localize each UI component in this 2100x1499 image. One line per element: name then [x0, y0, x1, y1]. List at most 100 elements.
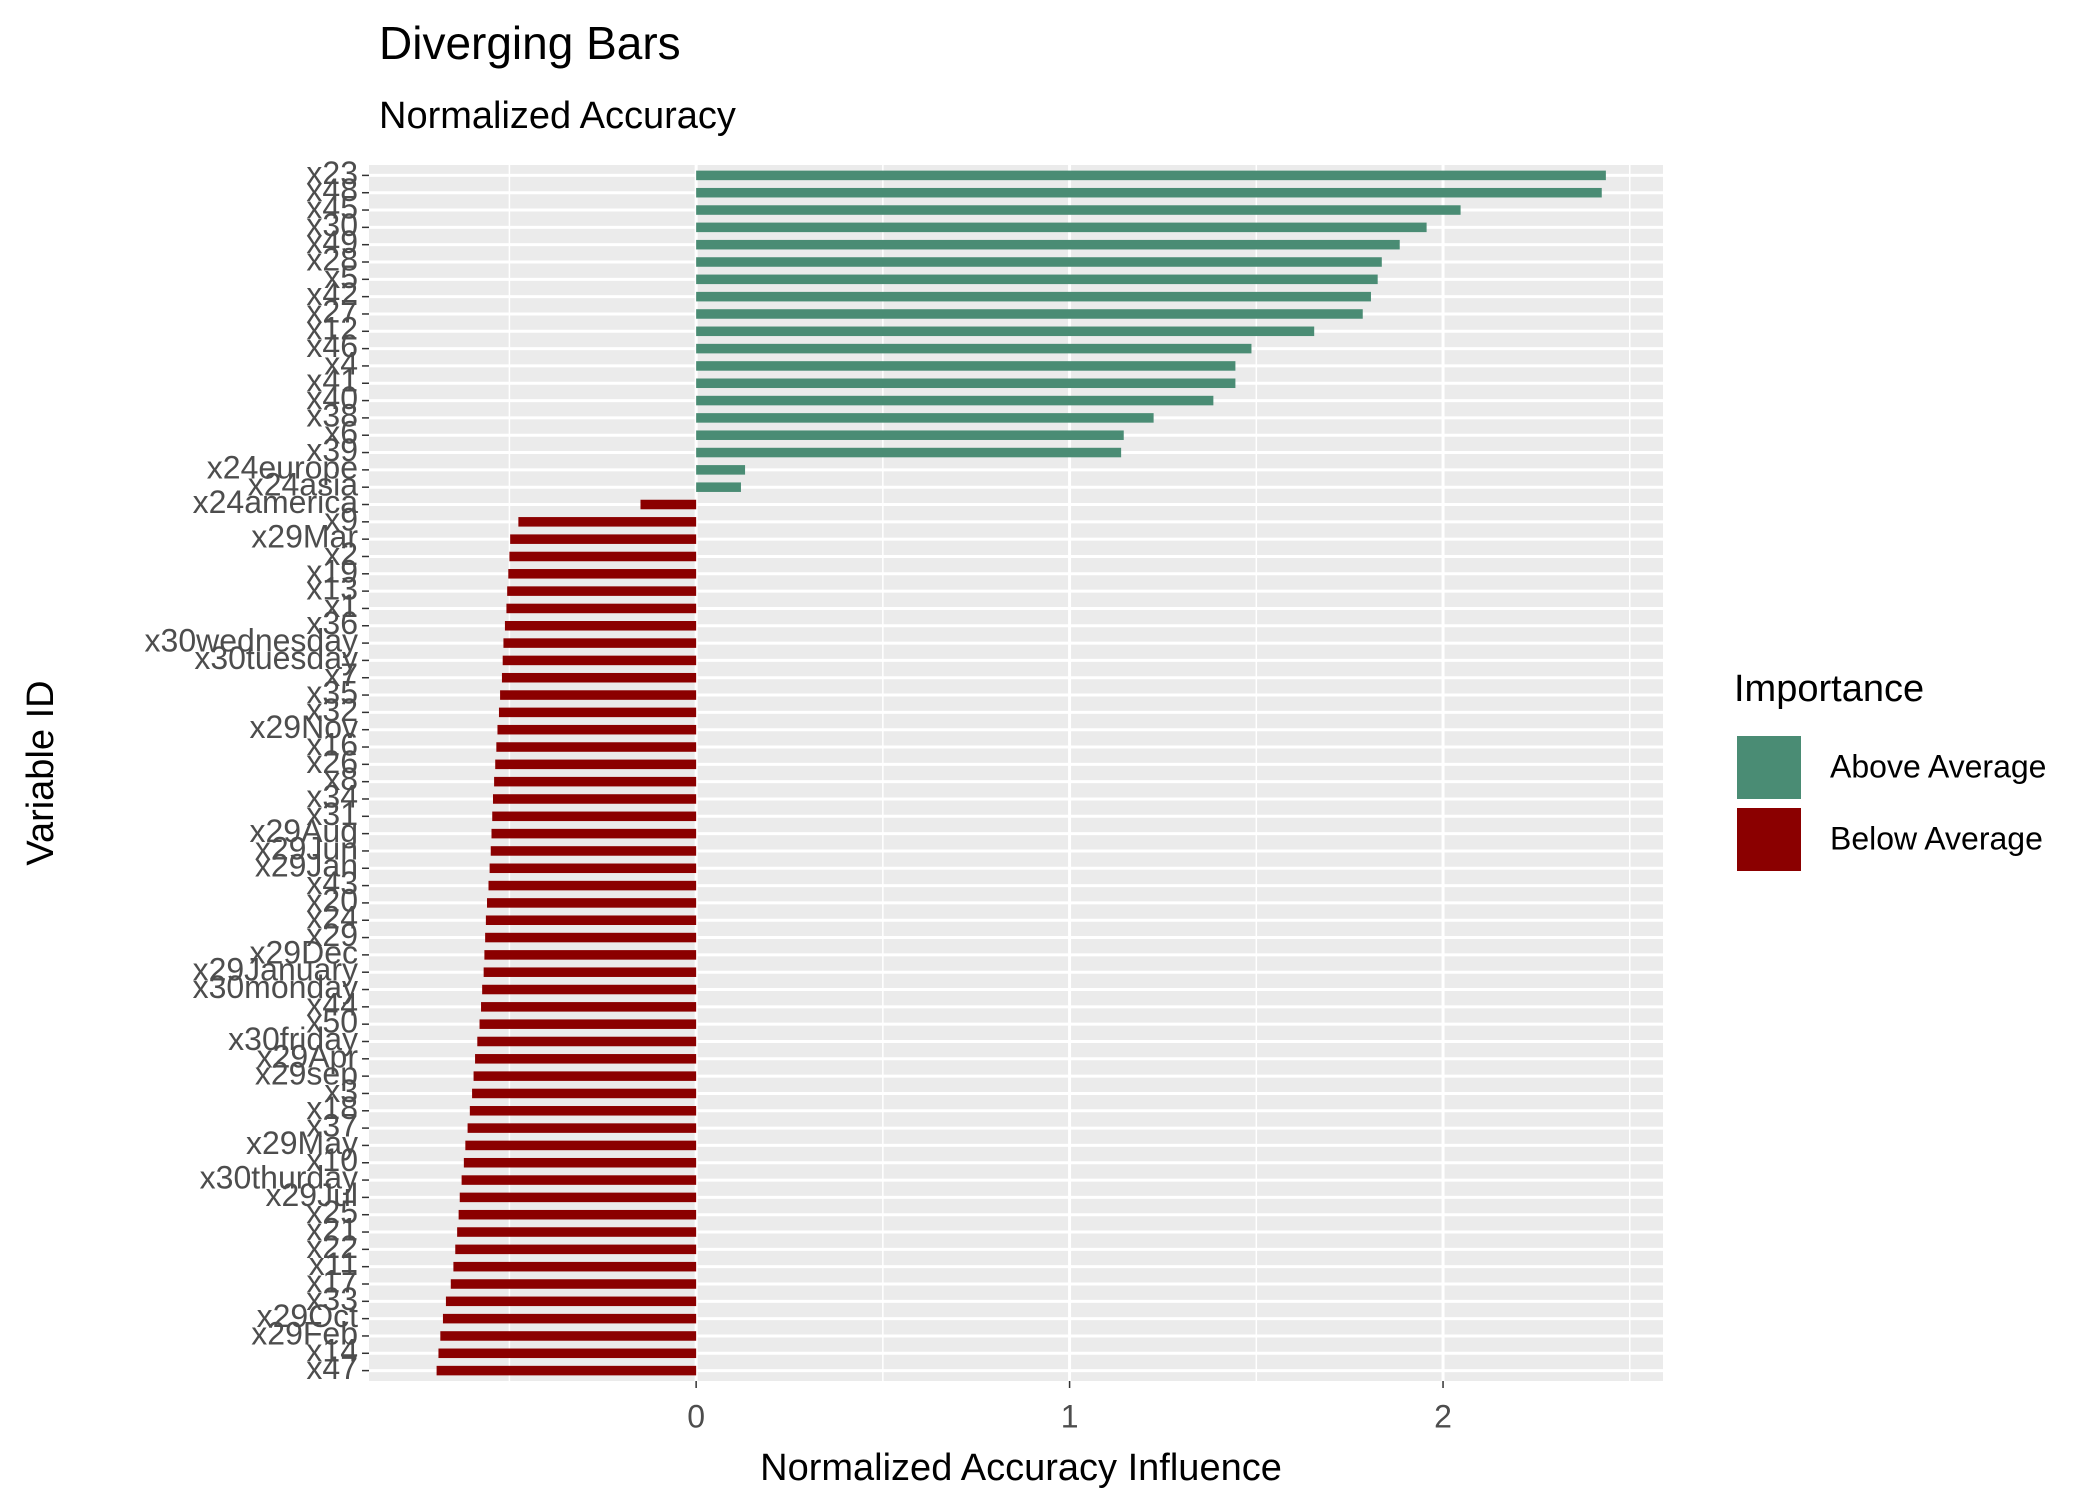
bar: [501, 672, 697, 683]
bar: [696, 326, 1315, 337]
bar: [436, 1365, 697, 1376]
y-tick-label: x29Feb: [251, 1315, 358, 1351]
bar: [457, 1227, 697, 1237]
y-tick-label: x34: [306, 778, 358, 814]
legend-key: [1735, 806, 1803, 873]
y-tick-label: x24: [306, 900, 358, 936]
y-tick-label: x44: [306, 986, 358, 1022]
y-tick-label: x16: [306, 726, 358, 762]
y-tick-label: x33: [306, 1281, 358, 1317]
bar: [696, 222, 1427, 233]
x-tick-label: 1: [1061, 1398, 1079, 1434]
y-tick-label: x29Oct: [257, 1298, 358, 1334]
bar: [453, 1261, 697, 1272]
y-tick-label: x27: [306, 293, 358, 329]
bar: [481, 1002, 697, 1012]
bar: [472, 1088, 697, 1099]
bar: [696, 378, 1236, 389]
bar: [696, 465, 746, 475]
y-tick-label: x29Aug: [249, 813, 358, 849]
bar: [450, 1279, 697, 1289]
bar: [487, 898, 697, 908]
bar: [696, 361, 1236, 371]
bar: [458, 1209, 697, 1220]
y-tick-label: x21: [306, 1211, 358, 1247]
bar: [696, 430, 1124, 440]
y-tick-label: x29: [306, 917, 358, 953]
bar: [475, 1054, 697, 1064]
y-tick-label: x35: [306, 675, 358, 711]
bar: [496, 742, 697, 752]
y-tick-label: x17: [306, 1263, 358, 1299]
bar: [509, 551, 697, 562]
bar: [492, 811, 697, 822]
bar: [489, 863, 697, 874]
bar: [504, 621, 697, 631]
y-tick-label: x29Mar: [251, 519, 358, 555]
bar: [490, 846, 697, 856]
bar: [467, 1123, 697, 1133]
bar: [482, 984, 697, 995]
bar: [442, 1313, 697, 1324]
bar: [696, 170, 1606, 181]
y-tick-label: x29Jun: [255, 830, 358, 866]
legend-label: Below Average: [1830, 820, 2043, 856]
bar: [485, 932, 697, 943]
bar: [498, 707, 697, 718]
bar: [640, 499, 697, 510]
bar: [503, 638, 697, 648]
y-tick-label: x29Jan: [255, 848, 358, 884]
bar: [494, 776, 697, 787]
bar: [696, 257, 1382, 267]
bar: [506, 603, 697, 614]
chart-subtitle: Normalized Accuracy: [379, 95, 736, 137]
y-tick-label: x42: [306, 276, 358, 312]
bar: [473, 1071, 697, 1081]
bar: [502, 655, 697, 666]
y-tick-label: x30wednesday: [145, 623, 358, 659]
legend-title: Importance: [1734, 668, 1924, 710]
y-tick-label: x36: [306, 605, 358, 641]
y-tick-label: x47: [306, 1350, 358, 1386]
y-tick-label: x24america: [193, 484, 359, 520]
bar: [696, 205, 1461, 215]
y-tick-label: x30friday: [228, 1021, 358, 1057]
y-tick-label: x12: [306, 311, 358, 347]
bar: [455, 1244, 697, 1255]
chart-title: Diverging Bars: [379, 17, 681, 69]
y-tick-label: x32: [306, 692, 358, 728]
bar: [465, 1140, 697, 1151]
y-tick-label: x30tuesday: [194, 640, 358, 676]
y-tick-label: x48: [306, 172, 358, 208]
bar: [461, 1175, 697, 1185]
bar: [696, 447, 1122, 458]
y-tick-label: x6: [324, 415, 358, 451]
bar: [508, 569, 697, 579]
y-tick-label: x22: [306, 1229, 358, 1265]
y-tick-label: x25: [306, 1194, 358, 1230]
y-tick-label: x29Apr: [257, 1038, 359, 1074]
bar: [488, 880, 697, 891]
y-tick-label: x3: [324, 1073, 358, 1109]
bar: [438, 1348, 697, 1359]
bar: [463, 1157, 697, 1168]
y-tick-label: x29Jul: [266, 1177, 359, 1213]
y-tick-label: x28: [306, 241, 358, 277]
y-tick-label: x45: [306, 189, 358, 225]
y-tick-label: x39: [306, 432, 358, 468]
bar: [484, 950, 697, 960]
bar: [696, 239, 1400, 250]
bar: [479, 1019, 697, 1029]
y-tick-label: x30thurday: [200, 1160, 358, 1196]
bar: [510, 534, 697, 544]
bar: [445, 1296, 697, 1307]
y-tick-label: x46: [306, 328, 358, 364]
bar: [696, 482, 741, 492]
y-tick-label: x11: [309, 1246, 358, 1282]
y-tick-label: x40: [306, 380, 358, 416]
bar: [696, 413, 1154, 423]
y-tick-label: x1: [324, 588, 358, 624]
bar: [696, 274, 1378, 285]
bar: [477, 1036, 697, 1047]
bar: [696, 291, 1371, 302]
